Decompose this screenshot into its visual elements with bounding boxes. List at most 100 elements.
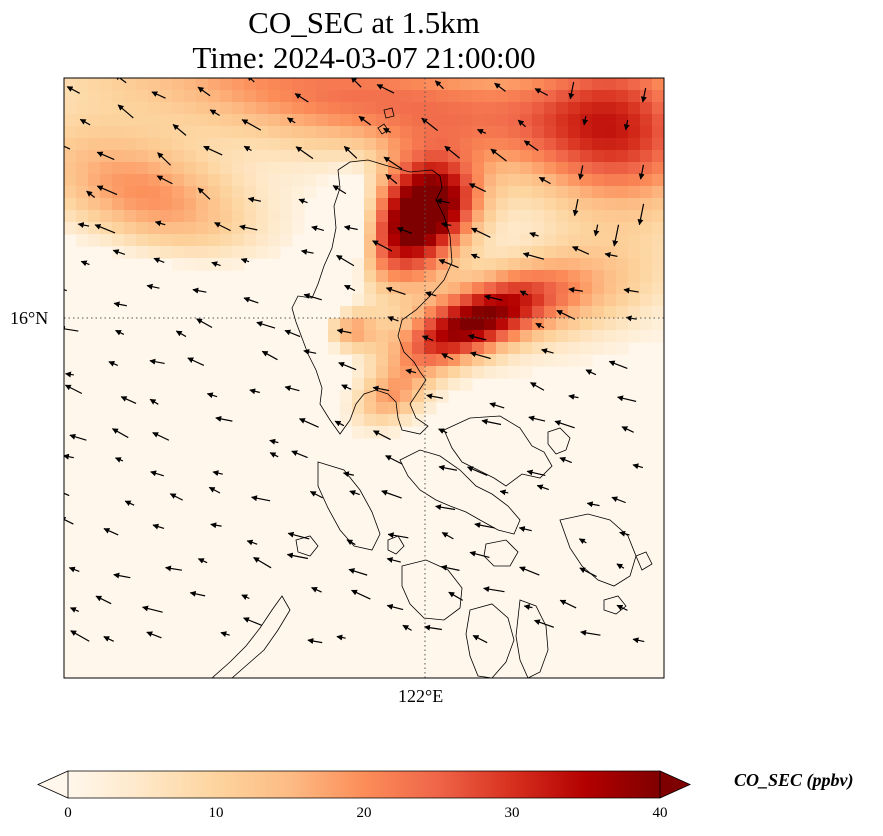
- co-sec-cell: [460, 234, 473, 247]
- co-sec-cell: [544, 114, 557, 127]
- co-sec-cell: [520, 114, 533, 127]
- co-sec-cell: [316, 138, 329, 151]
- co-sec-cell: [568, 210, 581, 223]
- co-sec-cell: [484, 198, 497, 211]
- co-sec-cell: [580, 234, 593, 247]
- co-sec-cell: [352, 330, 365, 343]
- wind-arrow: [69, 433, 87, 441]
- co-sec-cell: [160, 222, 173, 235]
- co-sec-cell: [544, 138, 557, 151]
- co-sec-cell: [124, 126, 137, 139]
- co-sec-cell: [340, 102, 353, 115]
- co-sec-cell: [124, 186, 137, 199]
- co-sec-cell: [556, 330, 569, 343]
- co-sec-cell: [412, 414, 425, 427]
- co-sec-cell: [484, 234, 497, 247]
- wind-arrow: [243, 145, 252, 152]
- wind-arrow: [529, 231, 539, 238]
- co-sec-cell: [424, 174, 437, 187]
- co-sec-cell: [520, 198, 533, 211]
- wind-arrow: [247, 196, 261, 203]
- co-sec-cell: [352, 318, 365, 331]
- co-sec-cell: [124, 78, 137, 91]
- co-sec-cell: [100, 210, 113, 223]
- co-sec-cell: [484, 186, 497, 199]
- small-island-3: [295, 535, 319, 557]
- wind-arrow: [556, 309, 576, 320]
- co-sec-cell: [268, 222, 281, 235]
- wind-arrow: [332, 185, 347, 195]
- co-sec-cell: [340, 90, 353, 103]
- co-sec-cell: [460, 378, 473, 391]
- co-sec-cell: [376, 330, 389, 343]
- wind-arrow: [623, 287, 639, 294]
- co-sec-cell: [436, 378, 449, 391]
- wind-arrow: [385, 455, 403, 465]
- co-sec-cell: [616, 246, 629, 259]
- co-sec-cell: [544, 162, 557, 175]
- wind-arrow: [396, 227, 412, 234]
- co-sec-cell: [460, 318, 473, 331]
- co-sec-cell: [484, 126, 497, 139]
- co-sec-cell: [640, 270, 653, 283]
- co-sec-cell: [484, 366, 497, 379]
- co-sec-cell: [520, 186, 533, 199]
- co-sec-cell: [256, 114, 269, 127]
- co-sec-cell: [592, 210, 605, 223]
- co-sec-cell: [364, 378, 377, 391]
- wind-arrow: [470, 253, 480, 260]
- co-sec-cell: [208, 90, 221, 103]
- wind-arrow: [212, 470, 223, 477]
- wind-arrow: [124, 500, 135, 507]
- co-sec-cell: [340, 390, 353, 403]
- co-sec-cell: [520, 222, 533, 235]
- co-sec-cell: [628, 330, 641, 343]
- co-sec-cell: [184, 138, 197, 151]
- co-sec-cell: [172, 114, 185, 127]
- co-sec-cell: [436, 342, 449, 355]
- co-sec-cell: [76, 186, 89, 199]
- co-sec-cell: [148, 234, 161, 247]
- wind-arrow: [291, 450, 308, 459]
- co-sec-cell: [76, 234, 89, 247]
- co-sec-cell: [448, 354, 461, 367]
- wind-arrow: [153, 257, 165, 264]
- co-sec-cell: [280, 102, 293, 115]
- wind-arrow: [103, 528, 119, 536]
- co-sec-cell: [244, 102, 257, 115]
- co-sec-cell: [100, 78, 113, 91]
- co-sec-cell: [124, 138, 137, 151]
- co-sec-cell: [400, 354, 413, 367]
- wind-arrow: [68, 566, 80, 573]
- co-sec-cell: [208, 210, 221, 223]
- wind-arrow: [208, 486, 221, 494]
- co-sec-cell: [304, 114, 317, 127]
- co-sec-cell: [556, 198, 569, 211]
- wind-arrow: [69, 607, 80, 613]
- co-sec-cell: [544, 210, 557, 223]
- co-sec-cell: [448, 306, 461, 319]
- wind-arrow: [215, 415, 233, 422]
- wind-arrow: [559, 457, 572, 464]
- co-sec-cell: [628, 294, 641, 307]
- co-sec-cell: [76, 198, 89, 211]
- wind-arrow: [108, 361, 119, 367]
- co-sec-cell: [412, 318, 425, 331]
- wind-arrow: [444, 145, 460, 159]
- co-sec-cell: [220, 198, 233, 211]
- co-sec-cell: [604, 210, 617, 223]
- co-sec-cell: [436, 306, 449, 319]
- co-sec-cell: [628, 234, 641, 247]
- wind-arrow: [114, 457, 124, 463]
- co-sec-cell: [604, 318, 617, 331]
- wind-arrow: [239, 224, 258, 231]
- wind-arrow: [348, 568, 368, 576]
- co-sec-cell: [448, 78, 461, 91]
- co-sec-cell: [136, 114, 149, 127]
- co-sec-cell: [268, 174, 281, 187]
- co-sec-cell: [124, 114, 137, 127]
- co-sec-cell: [628, 210, 641, 223]
- wind-arrow: [350, 78, 362, 88]
- co-sec-cell: [352, 150, 365, 163]
- co-sec-cell: [652, 282, 664, 295]
